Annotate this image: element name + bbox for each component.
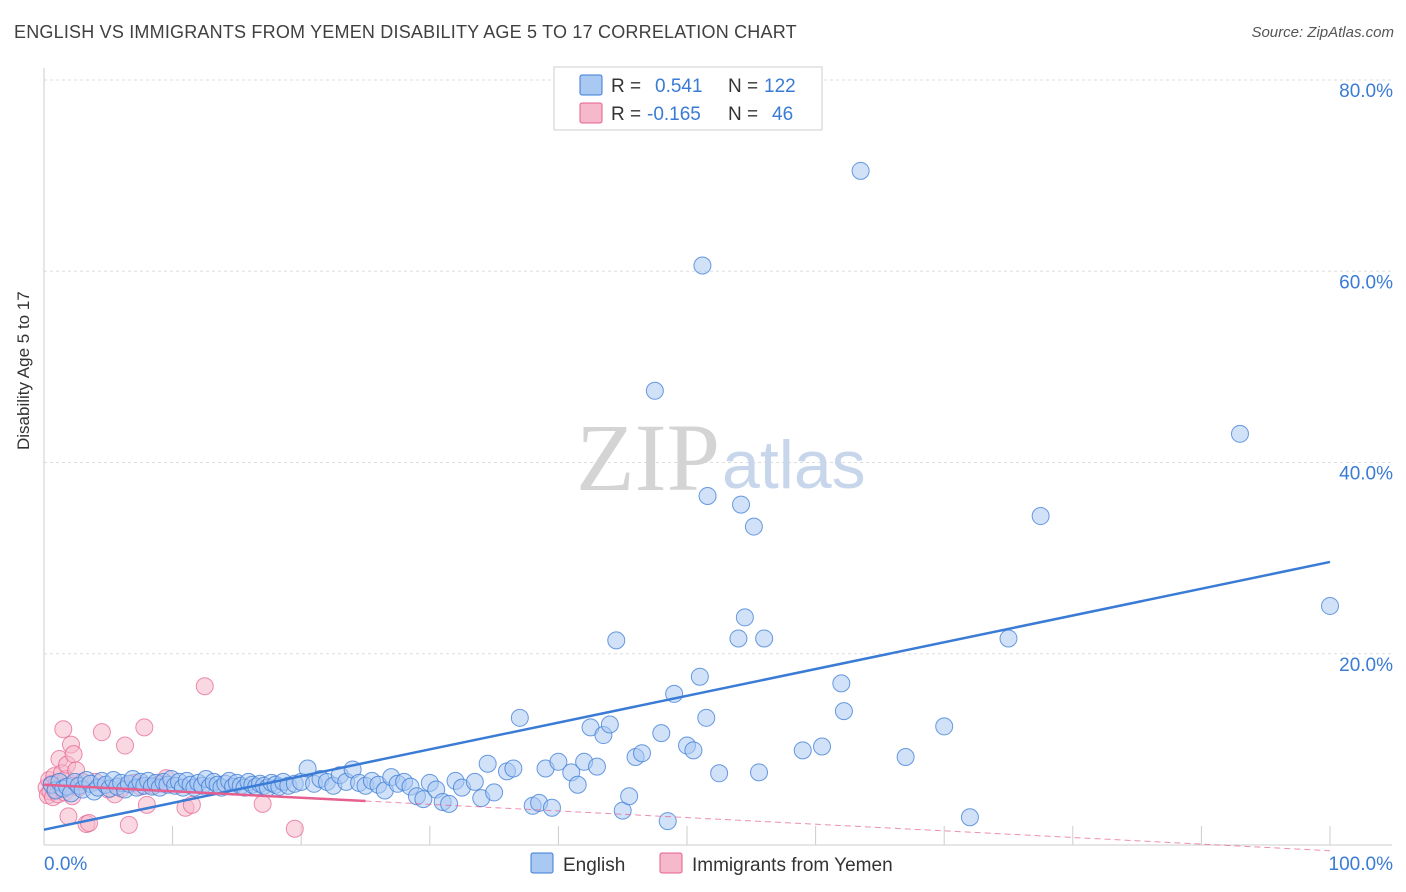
stats-blue-r-label: R = [611,76,641,97]
yemen-point [64,745,83,764]
english-point [698,486,717,505]
english-point [587,757,606,776]
watermark-zip: ZIP [576,404,720,511]
yemen-point [195,677,214,696]
legend-english-label: English [563,855,625,876]
axes [43,68,1392,846]
grid-lines [44,79,1392,655]
english-point [710,764,729,783]
english-point [999,629,1018,648]
stats-blue-swatch [579,74,603,96]
english-point [510,708,529,727]
y-tick-labels: 20.0% 40.0% 60.0% 80.0% [1339,81,1393,676]
english-point [832,674,851,693]
legend-yemen-label: Immigrants from Yemen [692,855,893,876]
english-point [485,783,504,802]
english-trend-line [43,560,1331,831]
english-point [1031,507,1050,526]
x-tick-label: 100.0% [1329,854,1394,875]
y-tick-label: 40.0% [1339,464,1393,485]
english-point [620,787,639,806]
stats-pink-n-value: 46 [772,104,793,125]
yemen-trend-line [43,783,366,803]
english-point [465,772,484,791]
y-tick-label: 60.0% [1339,272,1393,293]
source-label: Source: ZipAtlas.com [1251,24,1394,41]
x-tick-labels: 0.0% 100.0% [44,854,1393,875]
english-point [1321,596,1339,615]
english-point [834,702,853,721]
stats-pink-swatch [579,102,603,124]
stats-box: R = 0.541 N = 122 R = -0.165 N = 46 [553,66,823,131]
stats-blue-r-value: 0.541 [655,76,703,97]
yemen-point [54,720,73,739]
english-point [693,256,712,275]
stats-pink-r-label: R = [611,104,641,125]
stats-blue-n-value: 122 [764,76,796,97]
english-point [549,752,568,771]
english-point [478,754,497,773]
english-point [813,737,832,756]
legend-yemen-swatch [659,852,683,874]
yemen-point [116,736,135,755]
yemen-point [80,814,99,833]
yemen-trend-line-extension [365,800,1331,852]
english-point [645,381,664,400]
english-point [658,812,677,831]
yemen-point [92,723,111,742]
yemen-point [285,819,304,838]
english-point [632,744,651,763]
english-point [750,763,769,782]
trend-lines [43,560,1331,852]
chart-title: ENGLISH VS IMMIGRANTS FROM YEMEN DISABIL… [14,22,797,42]
english-point [684,741,703,760]
english-point [793,741,812,760]
english-point [542,798,561,817]
english-point [960,808,979,827]
english-point [504,759,523,778]
legend-english-swatch [530,852,554,874]
english-point [755,629,774,648]
english-point [697,708,716,727]
y-tick-label: 80.0% [1339,81,1393,102]
english-point [935,717,954,736]
english-point [851,161,870,180]
english-point [896,748,915,767]
english-point [1230,424,1249,443]
series-yemen-points [37,677,304,838]
english-point [729,629,748,648]
stats-blue-n-label: N = [728,76,758,97]
english-point [607,631,626,650]
stats-pink-r-value: -0.165 [647,104,701,125]
y-tick-label: 20.0% [1339,655,1393,676]
english-point [744,517,763,536]
yemen-point [253,794,272,813]
english-point [690,667,709,686]
stats-pink-n-label: N = [728,104,758,125]
english-point [440,794,459,813]
yemen-point [135,718,154,737]
english-point [732,495,751,514]
english-point [652,724,671,743]
watermark-atlas: atlas [722,427,866,503]
yemen-point [119,815,138,834]
x-tick-label: 0.0% [44,854,87,875]
english-point [735,608,754,627]
legend: English Immigrants from Yemen [530,852,893,876]
english-point [568,775,587,794]
english-point [600,715,619,734]
